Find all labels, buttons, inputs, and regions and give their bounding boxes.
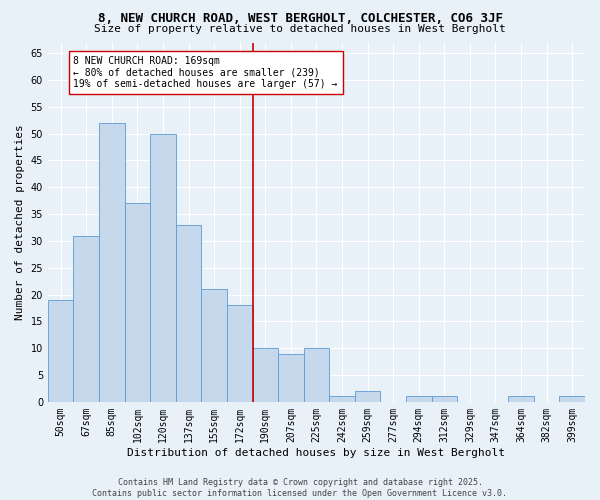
Bar xyxy=(48,300,73,402)
Bar xyxy=(431,396,457,402)
Y-axis label: Number of detached properties: Number of detached properties xyxy=(15,124,25,320)
X-axis label: Distribution of detached houses by size in West Bergholt: Distribution of detached houses by size … xyxy=(127,448,505,458)
Bar xyxy=(559,396,585,402)
Bar xyxy=(99,123,125,402)
Text: Size of property relative to detached houses in West Bergholt: Size of property relative to detached ho… xyxy=(94,24,506,34)
Bar xyxy=(176,225,202,402)
Bar xyxy=(406,396,431,402)
Bar xyxy=(508,396,534,402)
Bar xyxy=(253,348,278,402)
Bar xyxy=(278,354,304,402)
Text: Contains HM Land Registry data © Crown copyright and database right 2025.
Contai: Contains HM Land Registry data © Crown c… xyxy=(92,478,508,498)
Bar xyxy=(150,134,176,402)
Bar xyxy=(125,204,150,402)
Bar xyxy=(304,348,329,402)
Bar xyxy=(227,306,253,402)
Bar xyxy=(355,391,380,402)
Bar xyxy=(202,289,227,402)
Text: 8 NEW CHURCH ROAD: 169sqm
← 80% of detached houses are smaller (239)
19% of semi: 8 NEW CHURCH ROAD: 169sqm ← 80% of detac… xyxy=(73,56,338,89)
Text: 8, NEW CHURCH ROAD, WEST BERGHOLT, COLCHESTER, CO6 3JF: 8, NEW CHURCH ROAD, WEST BERGHOLT, COLCH… xyxy=(97,12,503,26)
Bar xyxy=(73,236,99,402)
Bar xyxy=(329,396,355,402)
